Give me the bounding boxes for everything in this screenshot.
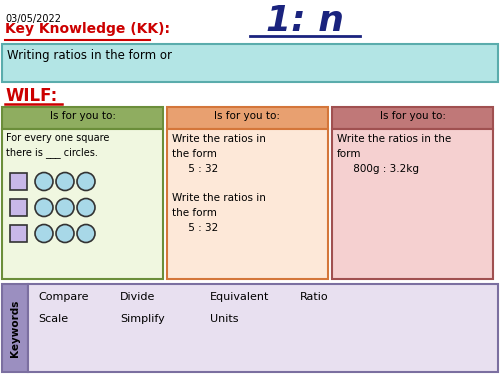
Circle shape: [77, 198, 95, 216]
Bar: [2, 284, 28, 372]
Bar: [2, 44, 498, 82]
Text: Compare: Compare: [38, 292, 88, 302]
Circle shape: [35, 172, 53, 190]
Bar: [10, 173, 27, 190]
Text: Writing ratios in the form or: Writing ratios in the form or: [7, 49, 172, 62]
Text: Write the ratios in the
form
     800g : 3.2kg: Write the ratios in the form 800g : 3.2k…: [337, 134, 451, 174]
Circle shape: [77, 172, 95, 190]
Circle shape: [77, 225, 95, 243]
Text: Simplify: Simplify: [120, 314, 165, 324]
Text: Write the ratios in
the form
     5 : 32

Write the ratios in
the form
     5 : : Write the ratios in the form 5 : 32 Writ…: [172, 134, 266, 233]
Bar: [2, 107, 163, 129]
Bar: [167, 107, 328, 129]
Circle shape: [56, 198, 74, 216]
Circle shape: [56, 172, 74, 190]
Text: 03/05/2022: 03/05/2022: [5, 14, 61, 24]
Bar: [10, 199, 27, 216]
Circle shape: [56, 225, 74, 243]
Bar: [2, 129, 163, 279]
Text: Scale: Scale: [38, 314, 68, 324]
Text: Is for you to:: Is for you to:: [214, 111, 280, 121]
Text: Units: Units: [210, 314, 238, 324]
Text: WILF:: WILF:: [5, 87, 57, 105]
Text: Equivalent: Equivalent: [210, 292, 270, 302]
Text: Divide: Divide: [120, 292, 156, 302]
Bar: [167, 129, 328, 279]
Text: Key Knowledge (KK):: Key Knowledge (KK):: [5, 22, 170, 36]
Text: 1: n: 1: n: [266, 4, 344, 38]
Bar: [28, 284, 498, 372]
Circle shape: [35, 198, 53, 216]
Text: For every one square
there is ___ circles.: For every one square there is ___ circle…: [6, 133, 110, 158]
Circle shape: [35, 225, 53, 243]
Bar: [332, 107, 493, 129]
Bar: [332, 129, 493, 279]
Text: Ratio: Ratio: [300, 292, 328, 302]
Text: Is for you to:: Is for you to:: [380, 111, 446, 121]
Bar: [10, 225, 27, 242]
Text: Is for you to:: Is for you to:: [50, 111, 116, 121]
Text: Keywords: Keywords: [10, 299, 20, 357]
